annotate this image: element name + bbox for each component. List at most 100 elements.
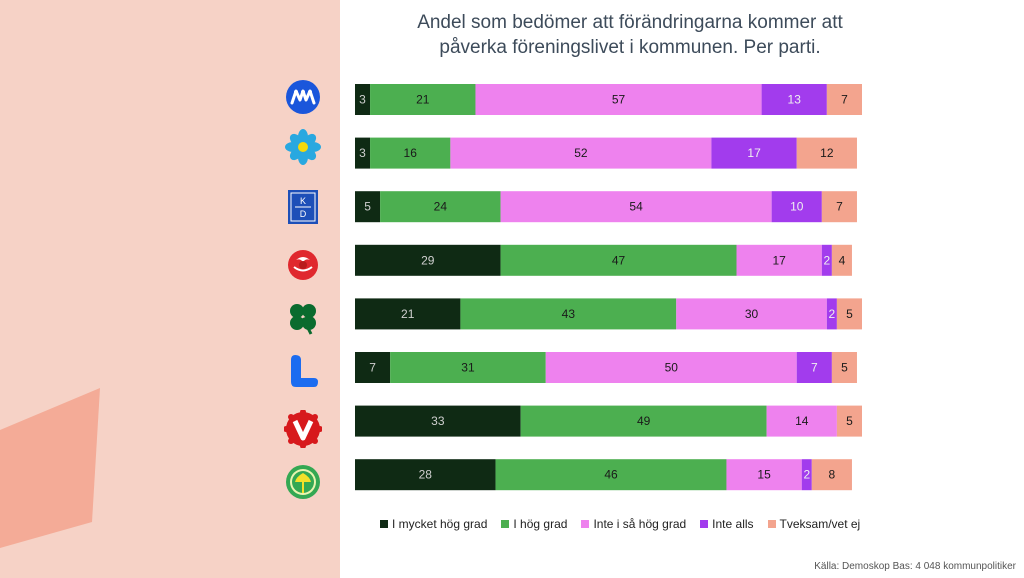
bar-segment-i-h-g-grad-4 — [460, 298, 677, 330]
legend-swatch — [767, 520, 776, 528]
bar-segment-i-h-g-grad-3 — [500, 244, 737, 276]
bar-segment-inte-alls-1 — [711, 137, 797, 169]
decorative-shape — [0, 388, 100, 548]
data-label-inte-alls-7: 2 — [803, 468, 810, 482]
data-label-inte-i-s-h-g-grad-6: 14 — [795, 414, 809, 428]
legend-swatch — [501, 520, 510, 528]
bar-segment-inte-alls-5 — [796, 352, 832, 383]
bar-segment-inte-alls-3 — [821, 244, 832, 276]
kristdemokraterna-logo: K D — [288, 190, 318, 224]
bar-segment-i-mycket-h-g-grad-0 — [355, 84, 371, 115]
bar-segment-tveksam-vet-ej-2 — [821, 191, 857, 223]
bar-segment-i-mycket-h-g-grad-5 — [355, 352, 391, 383]
data-label-tveksam-vet-ej-2: 7 — [836, 200, 843, 214]
data-label-inte-i-s-h-g-grad-0: 57 — [612, 93, 626, 107]
legend-item-inte-i-s-h-g-grad: Inte i så hög grad — [581, 517, 686, 531]
bar-segment-i-mycket-h-g-grad-3 — [355, 244, 501, 276]
moderaterna-logo — [284, 78, 322, 116]
data-label-tveksam-vet-ej-3: 4 — [839, 253, 846, 267]
legend-label: I mycket hög grad — [392, 517, 488, 531]
data-label-tveksam-vet-ej-4: 5 — [846, 307, 853, 321]
data-label-tveksam-vet-ej-6: 5 — [846, 414, 853, 428]
legend-label: Inte i så hög grad — [593, 517, 687, 531]
bar-segment-inte-i-s-h-g-grad-4 — [676, 298, 827, 330]
data-label-i-h-g-grad-3: 47 — [612, 253, 626, 267]
data-label-tveksam-vet-ej-5: 5 — [841, 361, 848, 375]
bar-segment-i-mycket-h-g-grad-6 — [355, 405, 521, 437]
data-label-inte-i-s-h-g-grad-5: 50 — [665, 361, 679, 375]
data-label-tveksam-vet-ej-1: 12 — [820, 146, 834, 160]
legend-label: Inte alls — [712, 517, 754, 531]
legend-item-tveksam-vet-ej: Tveksam/vet ej — [767, 517, 861, 531]
bar-segment-inte-alls-0 — [761, 84, 827, 115]
source-note: Källa: Demoskop Bas: 4 048 kommunpolitik… — [814, 561, 1016, 572]
legend-item-inte-alls: Inte alls — [700, 517, 754, 531]
bar-segment-i-h-g-grad-7 — [495, 459, 727, 491]
bar-segment-tveksam-vet-ej-0 — [826, 84, 862, 115]
bar-segment-inte-alls-7 — [801, 459, 812, 491]
bar-segment-inte-i-s-h-g-grad-6 — [766, 405, 837, 437]
bar-segment-inte-alls-4 — [826, 298, 837, 330]
data-label-inte-alls-3: 2 — [824, 253, 831, 267]
bar-segment-i-h-g-grad-2 — [380, 191, 501, 223]
vansterpartiet-logo — [283, 409, 323, 449]
data-label-inte-i-s-h-g-grad-7: 15 — [757, 468, 771, 482]
data-label-i-h-g-grad-1: 16 — [404, 146, 418, 160]
kd-letter-d: D — [300, 209, 307, 219]
bar-segment-i-mycket-h-g-grad-2 — [355, 191, 381, 223]
data-label-inte-i-s-h-g-grad-4: 30 — [745, 307, 759, 321]
legend-item-i-h-g-grad: I hög grad — [501, 517, 567, 531]
bar-segment-i-h-g-grad-0 — [370, 84, 476, 115]
data-label-i-h-g-grad-0: 21 — [416, 93, 430, 107]
bar-segment-tveksam-vet-ej-1 — [796, 137, 857, 169]
bar-segment-tveksam-vet-ej-4 — [836, 298, 862, 330]
chart-title-line-1: Andel som bedömer att förändringarna kom… — [417, 12, 843, 33]
chart-legend: I mycket hög grad I hög grad Inte i så hög… — [380, 514, 874, 534]
data-label-inte-i-s-h-g-grad-3: 17 — [772, 253, 786, 267]
legend-swatch — [380, 520, 388, 528]
centerpartiet-clover-logo — [284, 299, 322, 337]
socialdemokraterna-rose-logo — [284, 246, 322, 284]
legend-swatch — [700, 520, 709, 528]
bar-segment-i-h-g-grad-1 — [370, 137, 451, 169]
bar-segment-inte-i-s-h-g-grad-2 — [500, 191, 772, 223]
bar-segment-inte-i-s-h-g-grad-3 — [736, 244, 822, 276]
data-label-i-mycket-h-g-grad-1: 3 — [359, 146, 366, 160]
data-label-tveksam-vet-ej-7: 8 — [829, 468, 836, 482]
bar-segment-i-mycket-h-g-grad-7 — [355, 459, 496, 491]
liberalerna-logo — [284, 352, 322, 390]
bar-segment-i-mycket-h-g-grad-4 — [355, 298, 461, 330]
data-label-i-h-g-grad-4: 43 — [562, 307, 576, 321]
decorative-left-panel — [0, 0, 340, 578]
bar-segment-inte-i-s-h-g-grad-7 — [726, 459, 802, 491]
data-label-i-mycket-h-g-grad-2: 5 — [364, 200, 371, 214]
miljopartiet-logo — [284, 463, 322, 501]
data-label-i-h-g-grad-6: 49 — [637, 414, 651, 428]
bar-segment-tveksam-vet-ej-5 — [831, 352, 857, 383]
data-label-inte-alls-4: 2 — [829, 307, 836, 321]
legend-swatch — [581, 520, 590, 528]
data-label-inte-alls-2: 10 — [790, 200, 804, 214]
data-label-inte-i-s-h-g-grad-2: 54 — [629, 200, 643, 214]
data-label-i-h-g-grad-7: 46 — [604, 468, 618, 482]
bar-segment-tveksam-vet-ej-6 — [836, 405, 862, 437]
data-label-inte-alls-5: 7 — [811, 361, 818, 375]
chart-title: Andel som bedömer att förändringarna kom… — [360, 10, 900, 60]
bar-segment-i-h-g-grad-6 — [520, 405, 767, 437]
data-label-i-mycket-h-g-grad-7: 28 — [419, 468, 433, 482]
legend-label: Tveksam/vet ej — [779, 517, 861, 531]
data-label-i-h-g-grad-2: 24 — [434, 200, 448, 214]
bar-segment-inte-i-s-h-g-grad-1 — [450, 137, 712, 169]
data-label-tveksam-vet-ej-0: 7 — [841, 93, 848, 107]
data-label-i-mycket-h-g-grad-0: 3 — [359, 93, 366, 107]
chart-title-line-2: påverka föreningslivet i kommunen. Per p… — [439, 37, 821, 58]
bar-segment-inte-i-s-h-g-grad-5 — [545, 352, 797, 383]
data-label-i-mycket-h-g-grad-5: 7 — [369, 361, 376, 375]
data-label-i-mycket-h-g-grad-4: 21 — [401, 307, 415, 321]
data-label-inte-alls-1: 17 — [747, 146, 761, 160]
kd-letter-k: K — [300, 196, 306, 206]
data-label-i-mycket-h-g-grad-3: 29 — [421, 253, 435, 267]
data-label-inte-i-s-h-g-grad-1: 52 — [574, 146, 588, 160]
legend-item-i-mycket-h-g-grad: I mycket hög grad — [380, 517, 487, 531]
